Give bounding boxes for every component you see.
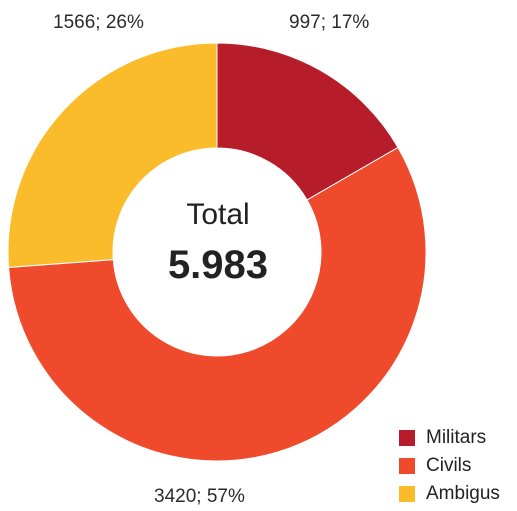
legend-swatch-civils <box>399 458 415 474</box>
slice-ambigus <box>7 42 218 268</box>
legend-swatch-militars <box>399 430 415 446</box>
legend-item-militars: Militars <box>399 424 500 452</box>
legend-swatch-ambigus <box>399 486 415 502</box>
legend-label-militars: Militars <box>426 427 487 448</box>
legend-label-civils: Civils <box>426 455 472 476</box>
legend-label-ambigus: Ambigus <box>426 483 500 504</box>
legend-item-ambigus: Ambigus <box>399 480 500 508</box>
slice-label-ambigus: 1566; 26% <box>53 12 144 33</box>
center-title: Total <box>186 198 250 231</box>
legend-item-civils: Civils <box>399 452 500 480</box>
slice-label-civils: 3420; 57% <box>154 486 245 507</box>
slice-militars <box>216 42 399 201</box>
legend: Militars Civils Ambigus <box>399 424 500 508</box>
slice-label-militars: 997; 17% <box>289 12 370 33</box>
center-total-value: 5.983 <box>167 243 269 287</box>
slice-civils <box>8 146 427 462</box>
